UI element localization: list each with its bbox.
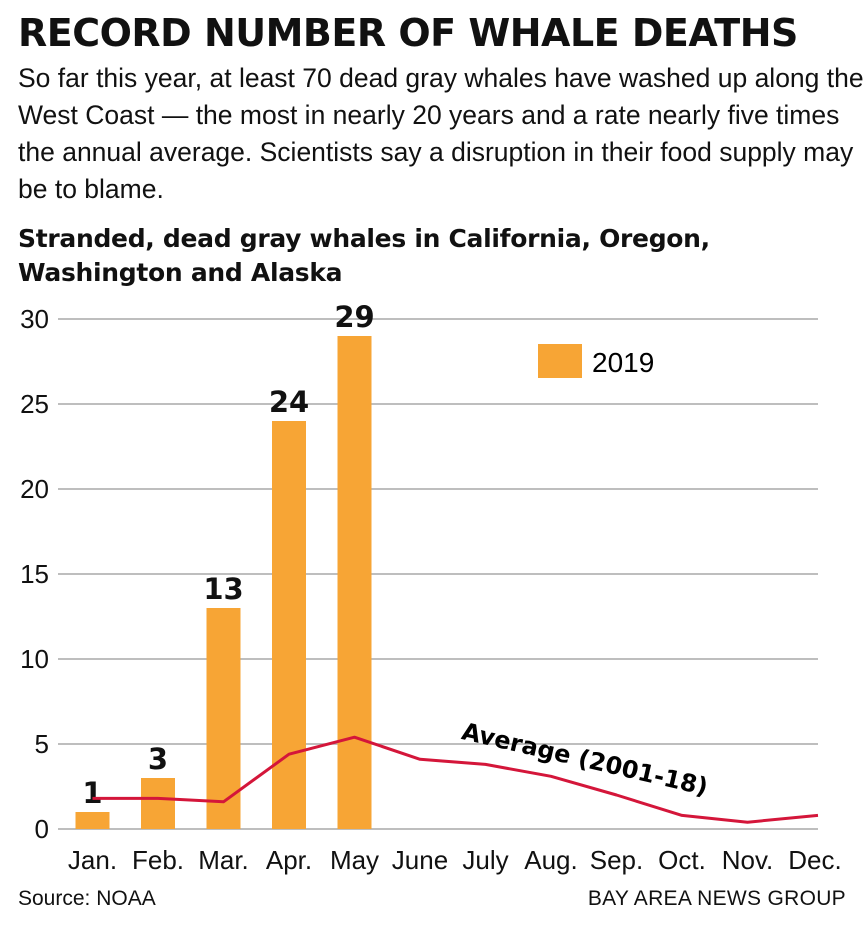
chart-title: Stranded, dead gray whales in California… [18,224,710,287]
y-tick-label: 10 [20,644,49,674]
x-tick-label: Mar. [198,845,249,875]
gridlines [58,318,818,830]
x-tick-label: Apr. [266,845,312,875]
source-note: Source: NOAA [18,887,156,910]
bar [206,608,241,829]
x-tick-label: Oct. [658,845,706,875]
y-axis-ticks: 0 5 10 15 20 25 30 [20,304,49,844]
y-tick-label: 20 [20,474,49,504]
bar-value-label: 29 [334,300,374,334]
x-tick-label: Aug. [524,845,578,875]
legend: 2019 [538,344,654,378]
x-tick-label: Dec. [788,845,841,875]
bar [272,421,306,829]
x-tick-label: Nov. [722,845,774,875]
x-tick-label: June [392,845,448,875]
x-tick-label: Jan. [68,845,117,875]
y-tick-label: 0 [35,814,49,844]
average-line-label: Average (2001-18) [459,717,710,801]
x-tick-label: Sep. [590,845,644,875]
legend-label-2019: 2019 [592,347,654,378]
bar [75,812,110,829]
y-tick-label: 30 [20,304,49,334]
bar-value-label: 3 [148,742,168,776]
y-tick-label: 25 [20,389,49,419]
average-line [92,735,819,824]
bar [337,336,372,829]
y-tick-label: 15 [20,559,49,589]
legend-swatch-2019 [538,344,582,378]
headline: RECORD NUMBER OF WHALE DEATHS [18,11,798,55]
credit-line: BAY AREA NEWS GROUP [587,887,846,910]
dek-text: So far this year, at least 70 dead gray … [18,63,864,204]
x-axis-ticks: Jan. Feb. Mar. Apr. May June July Aug. Sep. Oct. N… [68,845,842,875]
y-tick-label: 5 [35,729,49,759]
bar-value-label: 24 [269,385,309,419]
x-tick-label: July [462,845,508,875]
x-tick-label: May [330,845,379,875]
x-tick-label: Feb. [132,845,184,875]
bar-value-label: 1 [82,776,102,810]
bar-value-label: 13 [203,572,243,606]
bar [141,778,175,829]
